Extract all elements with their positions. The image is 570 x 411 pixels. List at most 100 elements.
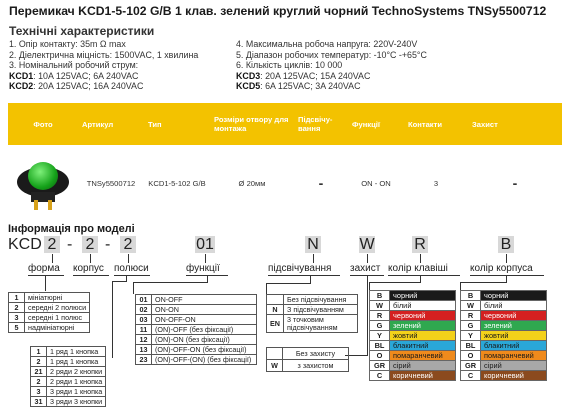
label-funktsii: функції (186, 263, 220, 274)
color-code: C (369, 370, 390, 381)
color-name: блакитний (389, 340, 456, 351)
col-header: Контакти (404, 103, 468, 145)
list-item: 1 мініатюрні (8, 292, 91, 303)
color-name: зелений (389, 320, 456, 331)
color-code: R (369, 310, 390, 321)
color-name: сірий (480, 360, 547, 371)
col-header: Захист (468, 103, 562, 145)
spec-line: 4. Максимальна робоча напруга: 220V-240V (236, 39, 418, 49)
list-item: 5 надмініатюрні (8, 322, 91, 333)
col-header: Артикул (78, 103, 144, 145)
spec-line: 2. Діелектрична міцність: 1500VAC, 1 хви… (9, 49, 199, 60)
functions-cell: ON - ON (361, 178, 391, 188)
color-code: R (460, 310, 481, 321)
color-code: BL (460, 340, 481, 351)
list-item: Без підсвічування (266, 294, 358, 305)
code-part-kolir-klav: R (412, 236, 428, 253)
col-header: Тип (144, 103, 210, 145)
color-name: білий (480, 300, 547, 311)
list-item: 13 (ON)-OFF-ON (без фіксації) (135, 344, 257, 355)
protection-cell: - (512, 175, 518, 191)
col-header: Функції (348, 103, 404, 145)
color-row: GR сірий (369, 360, 456, 371)
list-item: 12 (ON)-ON (без фіксації) (135, 334, 257, 345)
color-name: жовтий (389, 330, 456, 341)
switch-photo (14, 154, 72, 212)
label-zakhyst: захист (350, 263, 381, 274)
spec-line: KCD5: 6A 125VAC; 3A 240VAC (236, 81, 361, 92)
color-name: коричневий (480, 370, 547, 381)
code-dash: - (67, 236, 73, 253)
list-item: 23 (ON)-OFF-(ON) (без фіксації) (135, 354, 257, 365)
list-item: Без захисту (266, 347, 349, 360)
table-row: TNSy5500712 KCD1-5-102 G/B Ø 20мм - ON -… (8, 145, 562, 221)
label-kolir-korp: колір корпуса (470, 263, 533, 274)
code-dash: - (105, 236, 111, 253)
list-item: 2 середні 2 полюси (8, 302, 91, 313)
label-polyusy: полюси (114, 263, 149, 274)
color-name: помаранчевий (389, 350, 456, 361)
code-part-kolir-korp: B (498, 236, 514, 253)
spec-line: KCD3: 20A 125VAC; 15A 240VAC (236, 70, 371, 81)
list-item: 01 ON-OFF (135, 294, 257, 305)
color-name: жовтий (480, 330, 547, 341)
spec-line: KCD2: 20A 125VAC; 16A 240VAC (9, 81, 144, 92)
color-name: чорний (389, 290, 456, 301)
color-name: білий (389, 300, 456, 311)
color-row: GR сірий (460, 360, 547, 371)
specs-heading: Технічні характеристики (9, 24, 155, 38)
color-row: BL блакитний (460, 340, 547, 351)
color-code: B (460, 290, 481, 301)
backlight-cell: - (318, 175, 324, 191)
code-part-korpus: 2 (82, 236, 98, 253)
spec-line: 3. Номінальний робочий струм: (9, 60, 139, 71)
col-header: Розміри отвору для монтажа (210, 103, 294, 145)
label-pidsvich: підсвічування (268, 263, 332, 274)
color-name: сірий (389, 360, 456, 371)
list-item: 03 ON-OFF-ON (135, 314, 257, 325)
list-item: EN 3 точковим підсвічуванням (266, 314, 358, 333)
table-header-row: Фото Артикул Тип Розміри отвору для монт… (8, 103, 562, 145)
contacts-cell: 3 (433, 178, 439, 188)
color-code: W (460, 300, 481, 311)
color-name: червоний (480, 310, 547, 321)
color-code: O (369, 350, 390, 361)
color-code: G (460, 320, 481, 331)
list-item: 3 середні 1 полюс (8, 312, 91, 323)
type-cell: KCD1-5-102 G/B (148, 178, 206, 188)
spec-line: 6. Кількість циклів: 10 000 (236, 60, 343, 71)
list-item: 21 2 ряди 2 кнопки (30, 366, 107, 377)
color-code: B (369, 290, 390, 301)
specs-right: 4. Максимальна робоча напруга: 220V-240V… (236, 39, 427, 92)
article-cell: TNSy5500712 (86, 178, 136, 188)
label-forma: форма (28, 263, 60, 274)
code-part-polyusy: 2 (120, 236, 136, 253)
code-part-zakhyst: W (359, 236, 375, 253)
code-part-funktsii: 01 (195, 236, 215, 253)
spec-line: 1. Опір контакту: 35m Ω max (9, 39, 126, 49)
list-item: 11 (ON)-OFF (без фіксації) (135, 324, 257, 335)
color-name: чорний (480, 290, 547, 301)
color-code: W (369, 300, 390, 311)
color-code: GR (460, 360, 481, 371)
color-row: BL блакитний (369, 340, 456, 351)
color-code: GR (369, 360, 390, 371)
color-code: BL (369, 340, 390, 351)
